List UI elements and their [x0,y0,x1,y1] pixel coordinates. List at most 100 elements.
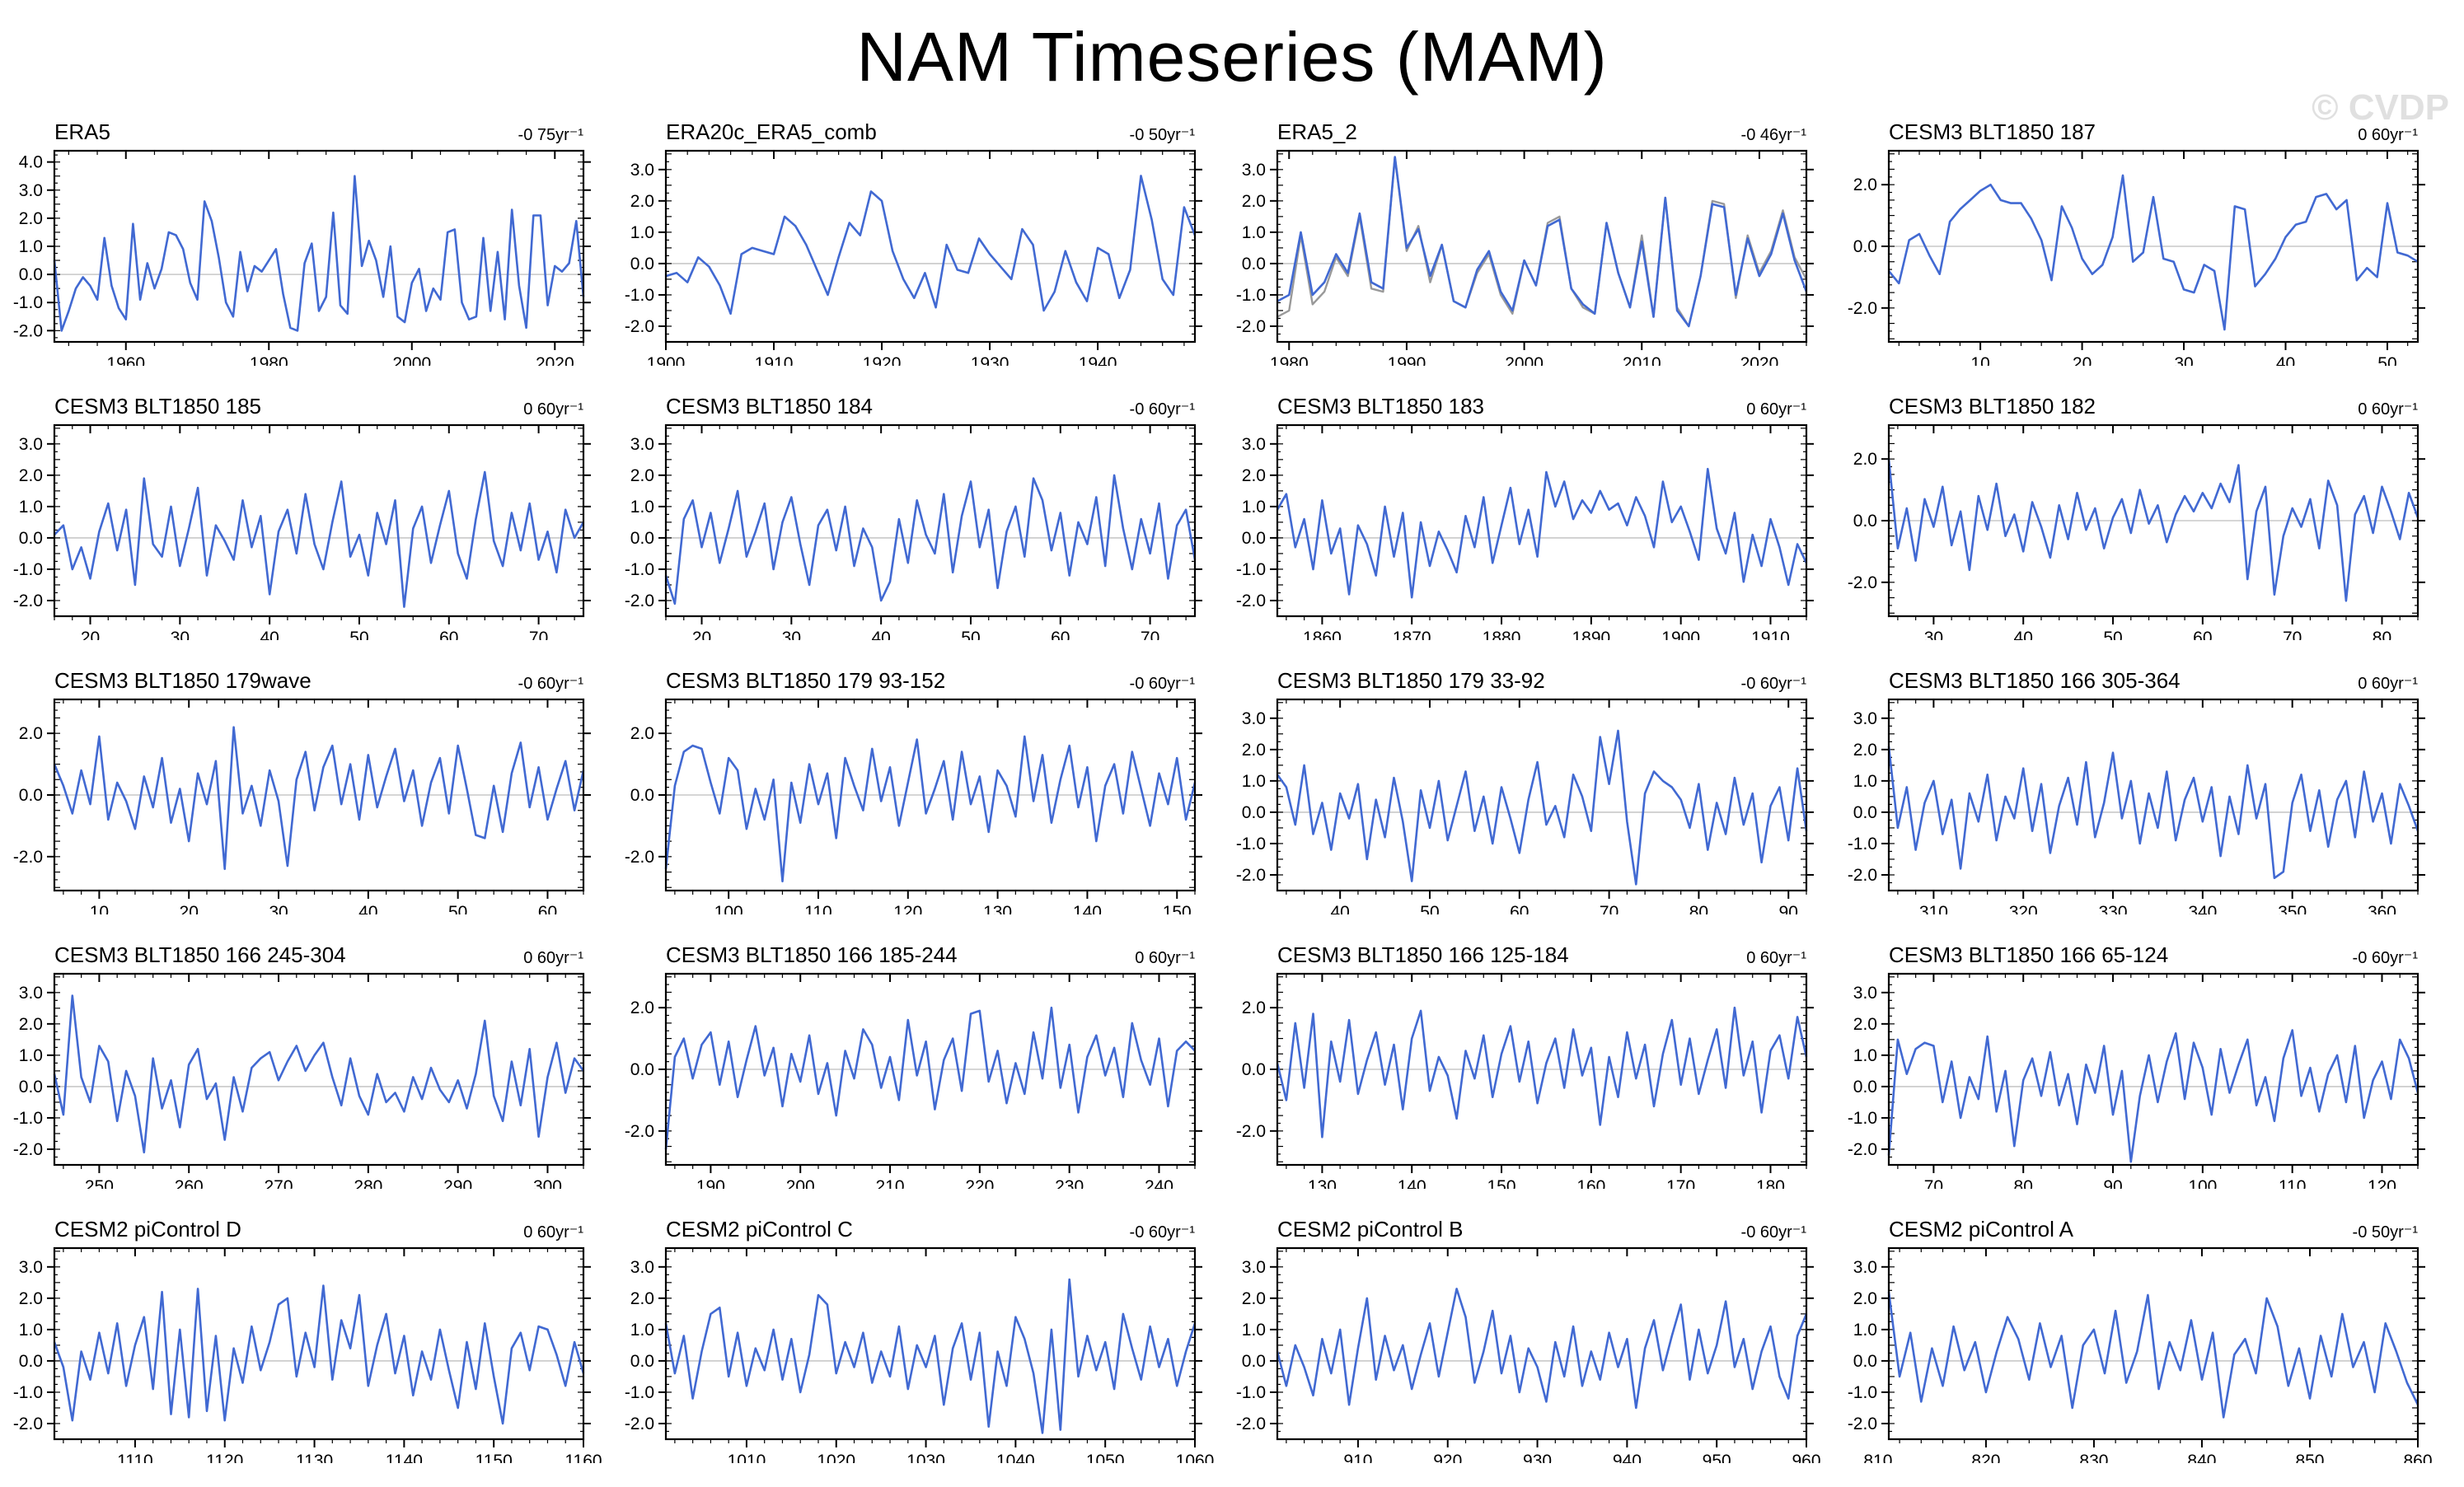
timeseries-panel: ERA5_2 -0 46yr⁻¹ 3.0 2.0 1.0 0.0 -1.0 -2.0 198… [1230,119,1841,373]
svg-text:-1.0: -1.0 [1848,835,1877,853]
svg-text:-1.0: -1.0 [1848,1383,1877,1402]
svg-text:70: 70 [529,629,548,640]
svg-text:960: 960 [1792,1452,1820,1463]
svg-text:850: 850 [2295,1452,2324,1463]
svg-text:0.0: 0.0 [1853,237,1877,256]
svg-text:2.0: 2.0 [630,724,654,743]
svg-text:40: 40 [260,629,279,640]
panel-trend-label: -0 50yr⁻¹ [1129,126,1195,144]
svg-text:1.0: 1.0 [1853,1321,1877,1340]
svg-text:840: 840 [2187,1452,2216,1463]
svg-text:3.0: 3.0 [1853,709,1877,728]
svg-text:860: 860 [2403,1452,2432,1463]
svg-text:0.0: 0.0 [1853,1352,1877,1371]
svg-text:10: 10 [90,903,109,914]
svg-text:4.0: 4.0 [19,153,43,172]
svg-text:0.0: 0.0 [1242,803,1266,822]
svg-text:20: 20 [2073,354,2092,366]
svg-text:1960: 1960 [106,354,145,366]
svg-text:1.0: 1.0 [1242,1321,1266,1340]
svg-text:70: 70 [1141,629,1159,640]
panel-plot: 3.0 2.0 1.0 0.0 -1.0 -2.0 70 80 90 100 110 120 [1848,972,2425,1196]
panel-title: CESM3 BLT1850 185 [54,394,261,419]
svg-text:1.0: 1.0 [19,1046,43,1065]
svg-text:2.0: 2.0 [19,209,43,228]
panel-title: CESM3 BLT1850 183 [1277,394,1484,419]
svg-text:80: 80 [2014,1177,2033,1189]
svg-text:1.0: 1.0 [1242,498,1266,517]
svg-text:2.0: 2.0 [19,1015,43,1034]
page-title: NAM Timeseries (MAM) [856,18,1608,96]
timeseries-panel: CESM3 BLT1850 166 185-244 0 60yr⁻¹ 2.0 0.… [618,942,1230,1196]
svg-text:3.0: 3.0 [1242,709,1266,728]
panel-plot: 3.0 2.0 1.0 0.0 -1.0 -2.0 20 30 40 50 60 70 [625,423,1202,648]
svg-text:1160: 1160 [564,1452,602,1463]
svg-text:1.0: 1.0 [1242,223,1266,242]
svg-text:830: 830 [2079,1452,2108,1463]
svg-text:130: 130 [983,903,1012,914]
svg-text:1150: 1150 [475,1452,513,1463]
svg-text:140: 140 [1398,1177,1426,1189]
panel-plot: 3.0 2.0 1.0 0.0 -1.0 -2.0 1110 1120 1130 1140 1150… [13,1246,602,1471]
svg-text:0.0: 0.0 [1853,512,1877,531]
panel-trend-label: 0 60yr⁻¹ [523,1223,583,1242]
svg-text:2.0: 2.0 [19,466,43,485]
svg-text:250: 250 [85,1177,114,1189]
svg-text:1010: 1010 [728,1452,766,1463]
timeseries-panel: CESM3 BLT1850 166 125-184 0 60yr⁻¹ 2.0 0.… [1230,942,1841,1196]
svg-text:1.0: 1.0 [630,498,654,517]
svg-text:120: 120 [2368,1177,2396,1189]
panel-trend-label: -0 60yr⁻¹ [1740,675,1806,693]
panel-trend-label: 0 60yr⁻¹ [1746,949,1806,967]
svg-text:1050: 1050 [1086,1452,1125,1463]
panel-plot: 3.0 2.0 1.0 0.0 -1.0 -2.0 1900 1910 1920 1930 1940 [625,149,1202,373]
svg-text:2.0: 2.0 [19,1289,43,1308]
svg-text:1020: 1020 [817,1452,855,1463]
svg-text:2020: 2020 [1740,354,1779,366]
svg-text:30: 30 [171,629,190,640]
timeseries-panel: CESM3 BLT1850 182 0 60yr⁻¹ 2.0 0.0 -2.0 30 4… [1841,393,2452,648]
svg-text:50: 50 [349,629,368,640]
svg-text:-2.0: -2.0 [1236,1415,1266,1433]
panel-title: ERA20c_ERA5_comb [666,119,877,144]
timeseries-panel: CESM3 BLT1850 166 65-124 -0 60yr⁻¹ 3.0 2.… [1841,942,2452,1196]
svg-text:3.0: 3.0 [1853,1258,1877,1277]
svg-text:200: 200 [786,1177,815,1189]
svg-text:1.0: 1.0 [19,498,43,517]
svg-text:-2.0: -2.0 [1848,866,1877,885]
svg-text:2.0: 2.0 [630,1289,654,1308]
svg-text:1.0: 1.0 [1853,1046,1877,1065]
panel-plot: 3.0 2.0 1.0 0.0 -1.0 -2.0 1980 1990 2000 2010 2020 [1236,149,1814,373]
svg-text:-1.0: -1.0 [13,1383,43,1402]
panel-title: CESM3 BLT1850 182 [1889,394,2096,419]
svg-text:-1.0: -1.0 [1236,286,1266,305]
svg-text:1.0: 1.0 [19,1321,43,1340]
svg-text:2.0: 2.0 [1242,192,1266,211]
svg-text:350: 350 [2278,903,2307,914]
timeseries-panel: CESM3 BLT1850 179 93-152 -0 60yr⁻¹ 2.0 0.… [618,667,1230,922]
svg-text:2.0: 2.0 [1242,1289,1266,1308]
svg-text:2.0: 2.0 [630,192,654,211]
panel-title: CESM3 BLT1850 166 245-304 [54,942,346,967]
panel-plot: 3.0 2.0 1.0 0.0 -1.0 -2.0 20 30 40 50 60 70 [13,423,591,648]
panel-plot: 3.0 2.0 1.0 0.0 -1.0 -2.0 1010 1020 1030 1040 1050… [625,1246,1214,1471]
svg-text:1130: 1130 [296,1452,333,1463]
svg-text:-1.0: -1.0 [1848,1109,1877,1128]
svg-text:-1.0: -1.0 [625,286,654,305]
svg-text:1930: 1930 [971,354,1009,366]
svg-text:810: 810 [1863,1452,1892,1463]
svg-text:1900: 1900 [1661,629,1700,640]
svg-text:3.0: 3.0 [19,984,43,1003]
panel-trend-label: 0 60yr⁻¹ [1135,949,1195,967]
svg-text:2000: 2000 [392,354,431,366]
panel-plot: 2.0 0.0 -2.0 10 20 30 40 50 [1848,149,2425,373]
svg-text:-1.0: -1.0 [1236,1383,1266,1402]
timeseries-panel: CESM2 piControl A -0 50yr⁻¹ 3.0 2.0 1.0 0.0… [1841,1216,2452,1471]
svg-text:0.0: 0.0 [19,529,43,548]
panel-trend-label: 0 60yr⁻¹ [2358,675,2418,693]
timeseries-panel: CESM2 piControl D 0 60yr⁻¹ 3.0 2.0 1.0 0.0 -… [7,1216,618,1471]
svg-text:1880: 1880 [1483,629,1521,640]
svg-text:1.0: 1.0 [1853,772,1877,791]
svg-text:230: 230 [1055,1177,1084,1189]
panel-title: CESM3 BLT1850 166 125-184 [1277,942,1569,967]
